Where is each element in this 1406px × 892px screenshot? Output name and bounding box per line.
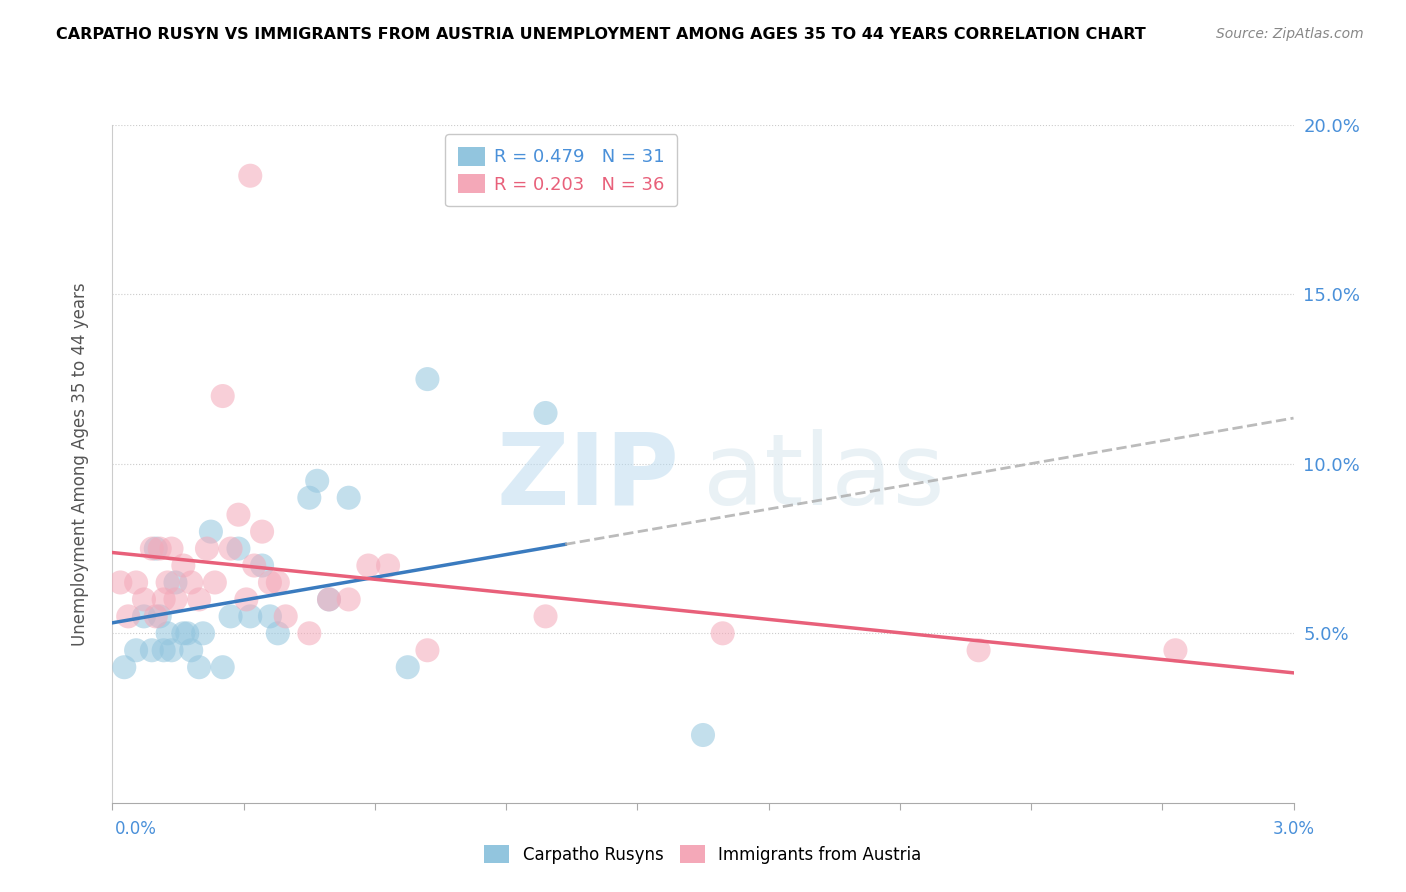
Point xyxy=(267,626,290,640)
Point xyxy=(259,575,281,590)
Point xyxy=(967,643,990,657)
Point xyxy=(132,592,155,607)
Point xyxy=(357,558,380,573)
Point xyxy=(180,643,202,657)
Point xyxy=(298,626,321,640)
Point xyxy=(141,541,163,556)
Point xyxy=(711,626,734,640)
Text: 0.0%: 0.0% xyxy=(115,820,157,838)
Point xyxy=(416,643,439,657)
Point xyxy=(228,541,250,556)
Point xyxy=(239,169,262,183)
Point xyxy=(125,643,148,657)
Point xyxy=(337,491,360,505)
Point xyxy=(534,406,557,420)
Text: atlas: atlas xyxy=(703,429,945,526)
Point xyxy=(534,609,557,624)
Point xyxy=(160,541,183,556)
Point xyxy=(274,609,297,624)
Point xyxy=(219,609,242,624)
Point xyxy=(149,609,172,624)
Point xyxy=(239,609,262,624)
Point xyxy=(152,592,174,607)
Point xyxy=(307,474,329,488)
Point xyxy=(318,592,340,607)
Point xyxy=(235,592,257,607)
Text: ZIP: ZIP xyxy=(496,429,679,526)
Text: Source: ZipAtlas.com: Source: ZipAtlas.com xyxy=(1216,27,1364,41)
Point xyxy=(396,660,419,674)
Point xyxy=(188,660,211,674)
Legend: R = 0.479   N = 31, R = 0.203   N = 36: R = 0.479 N = 31, R = 0.203 N = 36 xyxy=(446,134,678,206)
Point xyxy=(337,592,360,607)
Point xyxy=(160,643,183,657)
Point xyxy=(165,575,187,590)
Legend: Carpatho Rusyns, Immigrants from Austria: Carpatho Rusyns, Immigrants from Austria xyxy=(478,838,928,871)
Point xyxy=(204,575,226,590)
Text: CARPATHO RUSYN VS IMMIGRANTS FROM AUSTRIA UNEMPLOYMENT AMONG AGES 35 TO 44 YEARS: CARPATHO RUSYN VS IMMIGRANTS FROM AUSTRI… xyxy=(56,27,1146,42)
Point xyxy=(152,643,174,657)
Point xyxy=(172,558,194,573)
Point xyxy=(195,541,218,556)
Point xyxy=(125,575,148,590)
Point xyxy=(692,728,714,742)
Point xyxy=(156,626,179,640)
Point xyxy=(228,508,250,522)
Text: 3.0%: 3.0% xyxy=(1272,820,1315,838)
Point xyxy=(112,660,135,674)
Point xyxy=(191,626,214,640)
Y-axis label: Unemployment Among Ages 35 to 44 years: Unemployment Among Ages 35 to 44 years xyxy=(70,282,89,646)
Point xyxy=(188,592,211,607)
Point xyxy=(117,609,139,624)
Point xyxy=(298,491,321,505)
Point xyxy=(145,541,167,556)
Point xyxy=(180,575,202,590)
Point xyxy=(141,643,163,657)
Point xyxy=(145,609,167,624)
Point xyxy=(211,389,233,403)
Point xyxy=(132,609,155,624)
Point xyxy=(416,372,439,386)
Point xyxy=(318,592,340,607)
Point xyxy=(377,558,399,573)
Point xyxy=(243,558,266,573)
Point xyxy=(165,592,187,607)
Point xyxy=(250,558,273,573)
Point xyxy=(110,575,132,590)
Point xyxy=(172,626,194,640)
Point xyxy=(200,524,222,539)
Point xyxy=(211,660,233,674)
Point xyxy=(267,575,290,590)
Point xyxy=(156,575,179,590)
Point xyxy=(176,626,198,640)
Point xyxy=(1164,643,1187,657)
Point xyxy=(259,609,281,624)
Point xyxy=(149,541,172,556)
Point xyxy=(250,524,273,539)
Point xyxy=(219,541,242,556)
